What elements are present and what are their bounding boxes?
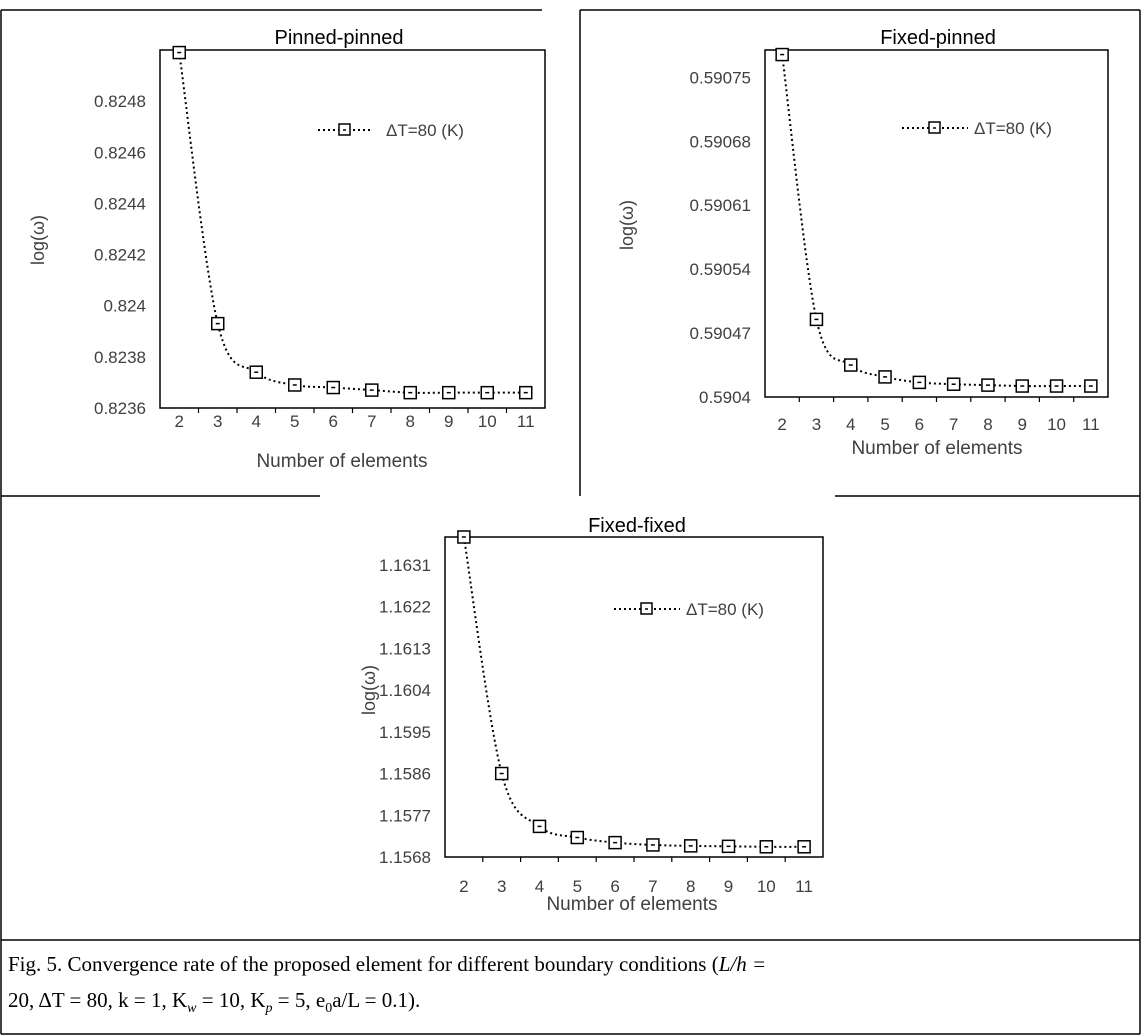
x-tick-label: 2 [459, 877, 468, 896]
y-tick-label: 0.59054 [690, 260, 751, 279]
legend: ΔT=80 (K) [614, 600, 764, 619]
y-tick-label: 1.1631 [379, 556, 431, 575]
y-tick-label: 1.1613 [379, 639, 431, 658]
x-tick-label: 3 [497, 877, 506, 896]
y-tick-label: 1.1622 [379, 598, 431, 617]
chart-title: Pinned-pinned [275, 27, 404, 49]
legend-label: ΔT=80 (K) [386, 121, 464, 140]
x-axis-label: Number of elements [256, 451, 427, 472]
x-tick-label: 3 [812, 415, 821, 434]
x-tick-label: 6 [329, 412, 338, 431]
y-axis-label: log(ω) [617, 200, 637, 250]
y-tick-label: 0.5904 [699, 388, 751, 407]
x-tick-label: 7 [367, 412, 376, 431]
y-tick-label: 0.8248 [94, 92, 146, 111]
x-tick-label: 11 [795, 877, 813, 896]
x-tick-label: 3 [213, 412, 222, 431]
y-tick-label: 1.1604 [379, 681, 431, 700]
x-tick-label: 4 [252, 412, 261, 431]
y-tick-label: 0.8236 [94, 399, 146, 418]
chart-title: Fixed-fixed [588, 515, 686, 537]
x-tick-label: 9 [444, 412, 453, 431]
y-axis-label: log(ω) [28, 215, 48, 265]
x-tick-label: 8 [686, 877, 695, 896]
y-tick-label: 1.1586 [379, 765, 431, 784]
x-tick-label: 10 [1047, 415, 1066, 434]
x-tick-label: 6 [610, 877, 619, 896]
figure-caption: Fig. 5. Convergence rate of the proposed… [8, 946, 1128, 1027]
x-tick-label: 5 [880, 415, 889, 434]
plot-area [444, 536, 824, 858]
x-tick-label: 2 [175, 412, 184, 431]
y-tick-label: 0.8242 [94, 246, 146, 265]
legend: ΔT=80 (K) [902, 119, 1052, 138]
x-tick-label: 10 [478, 412, 497, 431]
legend-label: ΔT=80 (K) [686, 600, 764, 619]
x-tick-label: 9 [1018, 415, 1027, 434]
x-tick-label: 9 [724, 877, 733, 896]
y-axis-label: log(ω) [359, 665, 379, 715]
x-tick-label: 6 [915, 415, 924, 434]
y-tick-label: 0.59047 [690, 324, 751, 343]
legend-label: ΔT=80 (K) [974, 119, 1052, 138]
y-tick-label: 0.8246 [94, 143, 146, 162]
x-tick-label: 2 [777, 415, 786, 434]
x-tick-label: 4 [846, 415, 855, 434]
x-axis-label: Number of elements [546, 894, 717, 915]
x-tick-label: 11 [517, 412, 535, 431]
series-line [462, 536, 805, 848]
y-tick-label: 0.824 [103, 297, 146, 316]
x-tick-label: 10 [757, 877, 776, 896]
y-tick-label: 0.59075 [690, 68, 751, 87]
y-tick-label: 1.1568 [379, 848, 431, 867]
x-tick-label: 5 [290, 412, 299, 431]
y-tick-label: 0.8238 [94, 348, 146, 367]
x-tick-label: 8 [983, 415, 992, 434]
y-tick-label: 0.59068 [690, 132, 751, 151]
y-tick-label: 1.1595 [379, 723, 431, 742]
x-tick-label: 11 [1082, 415, 1100, 434]
chart-title: Fixed-pinned [880, 27, 996, 49]
x-tick-label: 8 [406, 412, 415, 431]
x-tick-label: 7 [648, 877, 657, 896]
y-tick-label: 1.1577 [379, 806, 431, 825]
caption-line-2: 20, ΔT = 80, k = 1, Kw = 10, Kp = 5, e0a… [8, 988, 421, 1017]
x-axis-label: Number of elements [851, 438, 1022, 459]
y-tick-label: 0.59061 [690, 196, 751, 215]
x-tick-label: 4 [535, 877, 544, 896]
caption-line-1: Fig. 5. Convergence rate of the proposed… [8, 952, 767, 976]
x-tick-label: 7 [949, 415, 958, 434]
legend: ΔT=80 (K) [318, 121, 464, 140]
y-tick-label: 0.8244 [94, 194, 146, 213]
x-tick-label: 5 [573, 877, 582, 896]
